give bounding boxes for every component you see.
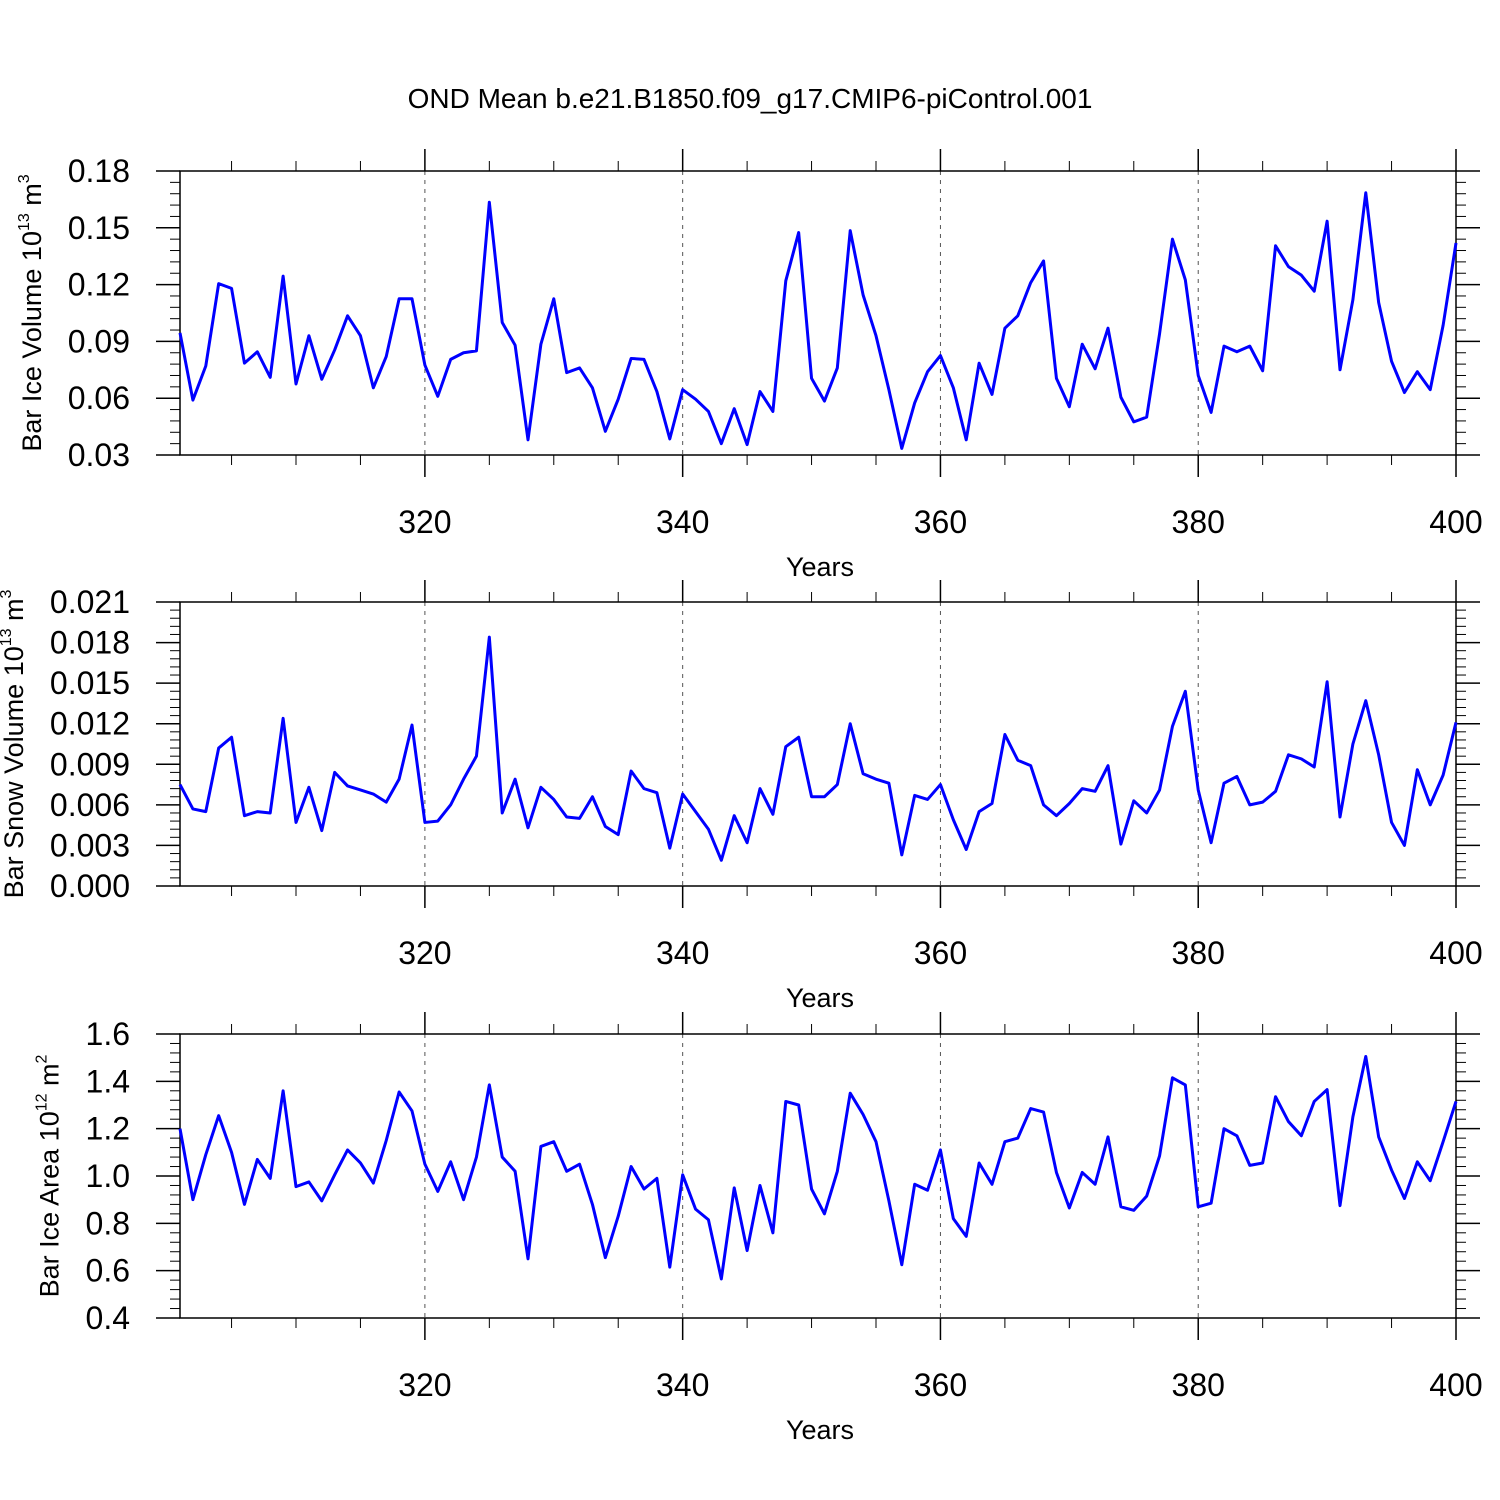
y-axis-label-unit: m xyxy=(35,1063,65,1093)
y-tick-label: 0.06 xyxy=(68,380,130,416)
x-tick-label: 320 xyxy=(398,1367,451,1403)
y-axis-label: Bar Ice Volume 1013 m3 xyxy=(16,174,47,451)
series-line-1 xyxy=(178,1054,1458,1281)
plot-frame xyxy=(179,601,1457,887)
y-tick-label: 0.15 xyxy=(68,210,130,246)
figure-title: OND Mean b.e21.B1850.f09_g17.CMIP6-piCon… xyxy=(408,83,1093,114)
panels: 320 340 360 380 400 0.03 0.06 0.09 0.12 0.15 0.18 Y… xyxy=(0,149,1483,1445)
y-axis-label: Bar Ice Area 1012 m2 xyxy=(34,1054,65,1297)
y-tick-label: 0.8 xyxy=(86,1205,130,1241)
x-tick-label: 380 xyxy=(1172,504,1225,540)
x-axis-label: Years xyxy=(786,1415,854,1445)
y-tick-label: 0.03 xyxy=(68,437,130,473)
y-axis-label-unit-exponent: 2 xyxy=(34,1054,51,1063)
x-tick-label: 320 xyxy=(398,504,451,540)
x-tick-label: 360 xyxy=(914,504,967,540)
plot-frame xyxy=(179,170,1457,456)
chart-panel-1: 320 340 360 380 400 0.03 0.06 0.09 0.12 0.15 0.18 Y… xyxy=(16,149,1483,582)
x-tick-label: 340 xyxy=(656,1367,709,1403)
plot-frame xyxy=(179,1033,1457,1319)
y-tick-label: 0.015 xyxy=(50,665,130,701)
y-axis-label-unit-exponent: 3 xyxy=(16,174,33,183)
y-tick-label: 0.021 xyxy=(50,584,130,620)
y-tick-label: 0.6 xyxy=(86,1253,130,1289)
y-tick-label: 0.18 xyxy=(68,153,130,189)
y-axis-label-exponent: 13 xyxy=(0,628,15,646)
y-tick-label: 0.4 xyxy=(86,1300,130,1336)
y-tick-label: 0.012 xyxy=(50,706,130,742)
y-tick-label: 0.09 xyxy=(68,323,130,359)
chart-panel-3: 320 340 360 380 400 0.4 0.6 0.8 1.0 1.2 1.4 1.6 Year… xyxy=(34,1012,1483,1445)
y-axis-label-unit-exponent: 3 xyxy=(0,589,15,598)
x-tick-label: 340 xyxy=(656,504,709,540)
x-tick-label: 380 xyxy=(1172,1367,1225,1403)
x-tick-label: 400 xyxy=(1429,1367,1482,1403)
y-axis-label-unit: m xyxy=(17,183,47,213)
y-tick-label: 0.12 xyxy=(68,267,130,303)
y-tick-label: 0.000 xyxy=(50,868,130,904)
y-tick-label: 0.018 xyxy=(50,625,130,661)
x-tick-label: 400 xyxy=(1429,504,1482,540)
x-tick-label: 380 xyxy=(1172,935,1225,971)
x-axis-label: Years xyxy=(786,983,854,1013)
series-line-1 xyxy=(178,635,1458,862)
y-tick-label: 0.006 xyxy=(50,787,130,823)
y-axis-label-exponent: 13 xyxy=(16,213,33,231)
y-axis-label-text: Bar Ice Volume 10 xyxy=(17,231,47,452)
y-axis-label-exponent: 12 xyxy=(34,1093,51,1111)
y-tick-label: 0.003 xyxy=(50,827,130,863)
y-axis-label: Bar Snow Volume 1013 m3 xyxy=(0,589,29,898)
x-axis-label: Years xyxy=(786,552,854,582)
x-tick-label: 360 xyxy=(914,1367,967,1403)
y-tick-label: 1.4 xyxy=(86,1063,130,1099)
x-tick-label: 320 xyxy=(398,935,451,971)
y-tick-label: 0.009 xyxy=(50,746,130,782)
y-tick-label: 1.0 xyxy=(86,1158,130,1194)
y-tick-label: 1.2 xyxy=(86,1111,130,1147)
y-axis-label-unit: m xyxy=(0,598,29,628)
y-axis-label-text: Bar Ice Area 10 xyxy=(35,1111,65,1297)
y-tick-label: 1.6 xyxy=(86,1016,130,1052)
series-line-1 xyxy=(178,191,1458,450)
x-tick-label: 340 xyxy=(656,935,709,971)
y-axis-label-text: Bar Snow Volume 10 xyxy=(0,646,29,898)
x-tick-label: 360 xyxy=(914,935,967,971)
x-tick-label: 400 xyxy=(1429,935,1482,971)
chart-panel-2: 320 340 360 380 400 0.000 0.003 0.006 0.009 0.012… xyxy=(0,580,1483,1013)
